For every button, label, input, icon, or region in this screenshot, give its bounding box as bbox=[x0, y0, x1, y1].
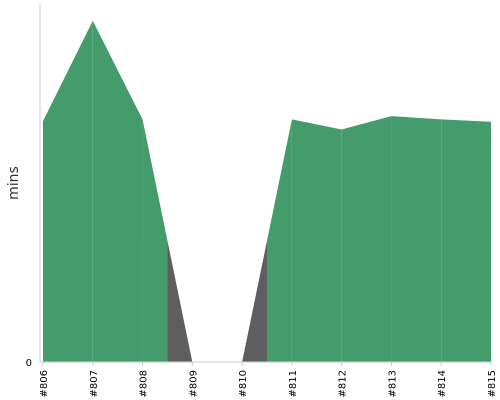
area-segment bbox=[391, 116, 442, 363]
x-tick-label: #811 bbox=[288, 370, 299, 397]
gap-segment bbox=[167, 240, 193, 362]
x-tick-label: #806 bbox=[39, 370, 50, 397]
plot-area bbox=[43, 20, 491, 363]
x-tick-label: #809 bbox=[188, 370, 199, 397]
area-segment bbox=[267, 119, 292, 363]
x-tick-label: #815 bbox=[487, 370, 498, 397]
area-segment bbox=[441, 119, 491, 363]
x-tick-label: #808 bbox=[139, 370, 150, 397]
area-segment bbox=[341, 116, 392, 363]
x-tick-label: #807 bbox=[89, 370, 100, 397]
y-tick-label-0: 0 bbox=[26, 358, 32, 369]
x-tick-label: #814 bbox=[437, 370, 448, 397]
area-segment bbox=[291, 119, 342, 363]
x-tick-labels: #806 #807 #808 #809 #810 #811 #812 #813 #814 #815 bbox=[39, 362, 498, 397]
area-segment bbox=[43, 20, 93, 362]
x-tick-label: #812 bbox=[338, 370, 349, 397]
gap-segment bbox=[242, 240, 267, 362]
y-axis-label: mins bbox=[6, 166, 22, 200]
x-tick-label: #810 bbox=[238, 370, 249, 397]
x-tick-label: #813 bbox=[387, 370, 398, 397]
area-segment bbox=[142, 119, 168, 363]
area-segment bbox=[92, 20, 143, 362]
